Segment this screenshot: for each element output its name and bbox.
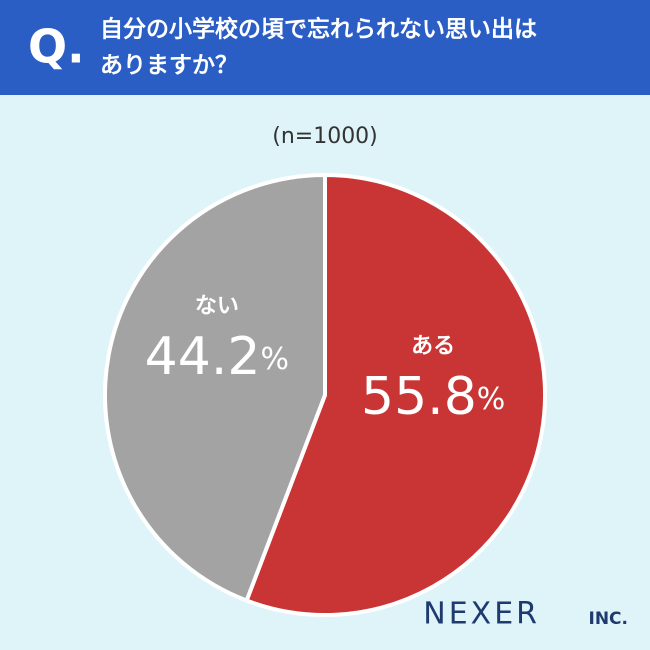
chart-subtitle: (n=1000) <box>272 124 378 149</box>
brand-name: NEXER <box>423 597 540 632</box>
chart-title: ありますか？ <box>100 53 238 79</box>
header <box>0 0 650 95</box>
brand-suffix: INC. <box>589 609 629 629</box>
value-label: 55.8% <box>361 367 505 427</box>
pie-slice <box>103 172 327 604</box>
chart-title: 自分の小学校の頃で忘れられない思い出は <box>100 16 537 43</box>
category-label: ある <box>411 334 455 359</box>
value-label: 44.2% <box>145 327 289 387</box>
pie-slice <box>244 172 547 617</box>
pie: ある 55.8% ない 44.2% <box>103 172 547 617</box>
question-mark: Q. <box>28 20 85 74</box>
category-label: ない <box>195 294 239 319</box>
